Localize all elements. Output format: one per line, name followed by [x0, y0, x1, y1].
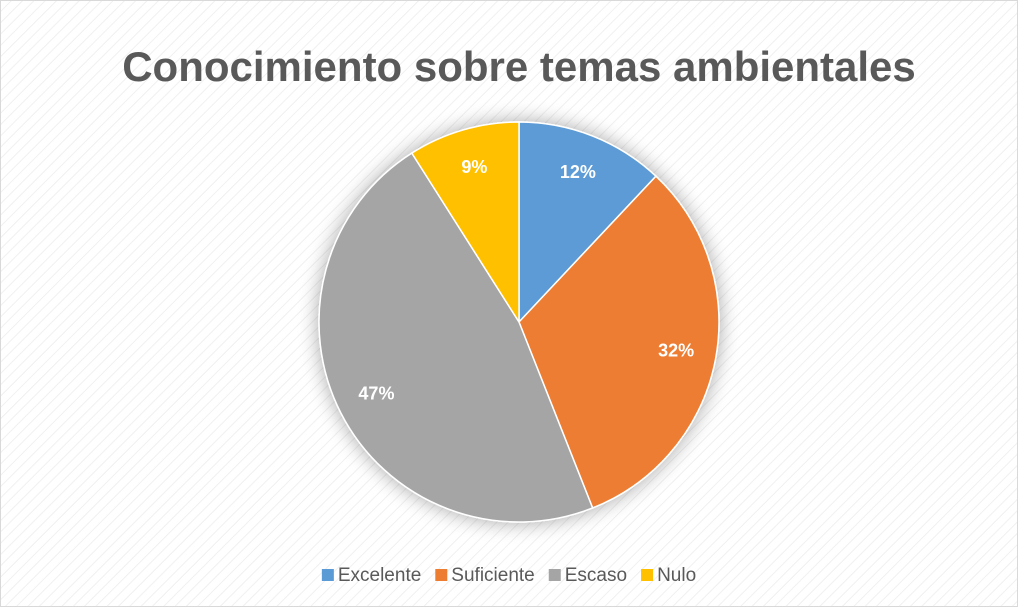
data-label: 12%: [560, 162, 596, 182]
pie-slice: [518, 121, 657, 324]
pie: [318, 121, 720, 523]
legend-label: Escaso: [565, 565, 627, 586]
pie-slice: [318, 152, 594, 523]
data-label: 9%: [461, 157, 487, 177]
pie-slice: [410, 121, 520, 325]
legend-label: Nulo: [657, 565, 696, 586]
legend: Excelente Suficiente Escaso Nulo: [321, 565, 696, 586]
pie-slice: [518, 175, 720, 509]
data-label: 32%: [658, 341, 694, 361]
legend-label: Excelente: [338, 565, 421, 586]
legend-swatch: [548, 569, 561, 581]
data-labels: 12% 32% 47% 9%: [358, 157, 694, 403]
legend-swatch: [435, 569, 448, 581]
legend-swatch: [641, 569, 654, 581]
data-label: 47%: [358, 383, 394, 403]
legend-label: Suficiente: [451, 565, 534, 586]
legend-swatch: [321, 569, 334, 581]
chart-title: Conocimiento sobre temas ambientales: [122, 43, 916, 90]
